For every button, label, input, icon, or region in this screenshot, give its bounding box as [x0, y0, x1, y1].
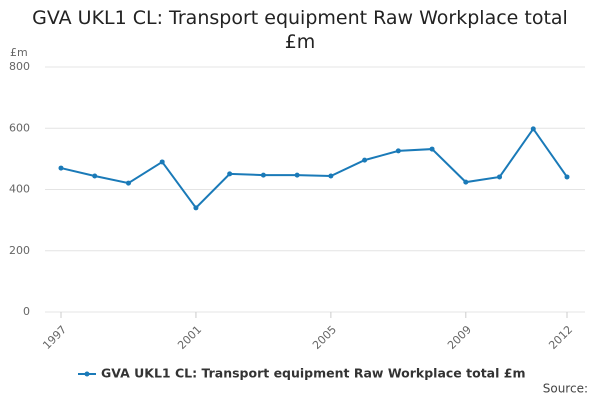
y-axis-label: £m [10, 46, 28, 59]
x-tick-label: 2009 [445, 323, 474, 352]
point [564, 174, 570, 180]
point [429, 146, 435, 152]
point [362, 157, 368, 163]
legend-marker [84, 371, 90, 377]
x-tick-label: 2001 [175, 323, 204, 352]
point [159, 159, 165, 165]
point [395, 148, 401, 154]
point [463, 179, 469, 185]
point [328, 173, 334, 179]
y-tick-label: 800 [9, 60, 30, 73]
x-tick-label: 2012 [546, 323, 575, 352]
point [193, 205, 199, 211]
point [58, 165, 64, 171]
x-tick-label: 2005 [310, 323, 339, 352]
point [497, 174, 503, 180]
y-tick-label: 200 [9, 244, 30, 257]
point [92, 173, 98, 179]
point [294, 172, 300, 178]
point [125, 180, 131, 186]
y-tick-label: 400 [9, 183, 30, 196]
legend-label: GVA UKL1 CL: Transport equipment Raw Wor… [101, 366, 525, 381]
y-tick-label: 0 [23, 305, 30, 318]
point [530, 126, 536, 132]
point [227, 171, 233, 177]
chart-title: GVA UKL1 CL: Transport equipment Raw Wor… [32, 7, 568, 53]
point [260, 172, 266, 178]
y-tick-label: 600 [9, 121, 30, 134]
x-tick-label: 1997 [40, 323, 69, 352]
line [60, 127, 568, 210]
source: Source: [543, 382, 588, 396]
